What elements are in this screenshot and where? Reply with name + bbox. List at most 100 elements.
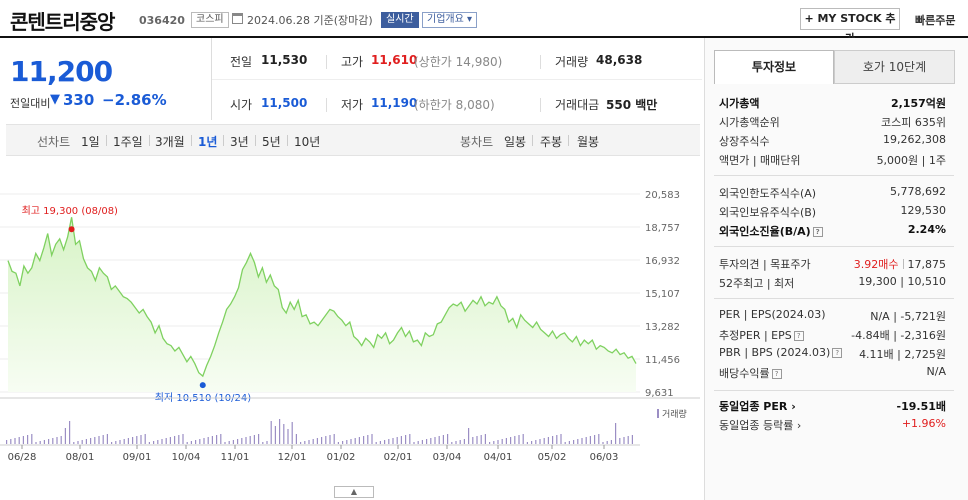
x-tick-label: 08/01 bbox=[66, 452, 95, 463]
amount-label: 거래대금 bbox=[555, 98, 600, 112]
volume-bar bbox=[484, 434, 486, 444]
x-tick-label: 05/02 bbox=[538, 452, 567, 463]
listed-shares-label: 상장주식수 bbox=[719, 135, 770, 148]
volume-bar bbox=[472, 437, 474, 444]
upper-limit: (상한가 14,980) bbox=[414, 55, 503, 69]
volume-bar bbox=[266, 441, 268, 444]
volume-bar bbox=[274, 426, 276, 444]
calendar-icon bbox=[232, 13, 243, 24]
volume-bar bbox=[325, 436, 327, 444]
pbr-bps-label: PBR | BPS (2024.03)? bbox=[719, 346, 843, 359]
candle-daily[interactable]: 일봉 bbox=[504, 135, 527, 149]
volume-bar bbox=[400, 436, 402, 444]
realtime-button[interactable]: 실시간 bbox=[381, 12, 419, 28]
volume-bar bbox=[35, 442, 37, 444]
volume-bar bbox=[300, 442, 302, 444]
base-date: 2024.06.28 기준(장마감) bbox=[247, 14, 373, 27]
prev-close-label: 전일 bbox=[230, 55, 253, 69]
stock-code: 036420 bbox=[139, 14, 185, 27]
invest-info-panel bbox=[704, 38, 968, 500]
volume-bar bbox=[539, 439, 541, 444]
dividend-value: N/A bbox=[926, 365, 946, 378]
help-icon[interactable]: ? bbox=[771, 369, 782, 379]
volume-bar bbox=[342, 441, 344, 444]
add-mystock-button[interactable]: + MY STOCK 추가 bbox=[800, 8, 900, 45]
help-icon[interactable]: ? bbox=[812, 227, 823, 237]
candle-weekly[interactable]: 주봉 bbox=[540, 135, 563, 149]
help-icon[interactable]: ? bbox=[793, 331, 804, 341]
volume-bar bbox=[10, 439, 12, 444]
collapse-chart-button[interactable]: ▲ bbox=[334, 486, 374, 498]
y-tick-label: 18,757 bbox=[645, 223, 680, 234]
volume-bar bbox=[552, 436, 554, 444]
price-chart[interactable]: 최고 19,300 (08/08) 최저 10,510 (10/24) 20,5… bbox=[0, 160, 700, 485]
volume-bar bbox=[501, 439, 503, 444]
est-per-eps-label: 추정PER | EPS? bbox=[719, 327, 804, 343]
x-axis: 06/28 08/01 09/01 10/04 11/01 12/01 01/02 02/01… bbox=[8, 445, 618, 463]
volume-bar bbox=[392, 438, 394, 444]
volume-bar bbox=[329, 435, 331, 444]
high-annotation: 최고 19,300 (08/08) bbox=[22, 205, 118, 217]
x-tick-label: 02/01 bbox=[384, 452, 413, 463]
volume-bar bbox=[98, 436, 100, 444]
period-1w[interactable]: 1주일 bbox=[113, 135, 143, 149]
sector-per-value: -19.51배 bbox=[896, 400, 946, 413]
period-10y[interactable]: 10년 bbox=[294, 135, 321, 149]
volume-bar bbox=[190, 441, 192, 444]
volume-bar bbox=[451, 442, 453, 444]
volume-bar bbox=[568, 441, 570, 444]
volume-bar bbox=[90, 438, 92, 444]
period-1y[interactable]: 1년 bbox=[198, 135, 218, 149]
y-tick-label: 15,107 bbox=[645, 289, 680, 300]
lower-limit: (하한가 8,080) bbox=[414, 98, 495, 112]
high-marker bbox=[68, 226, 75, 233]
volume-bar bbox=[358, 437, 360, 444]
volume-bar bbox=[396, 437, 398, 444]
divider bbox=[714, 175, 954, 176]
volume-bar bbox=[442, 435, 444, 444]
volume-bar bbox=[623, 437, 625, 444]
volume-bar bbox=[136, 436, 138, 444]
y-tick-label: 20,583 bbox=[645, 190, 680, 201]
volume-bar bbox=[426, 439, 428, 444]
sector-per-label[interactable]: 동일업종 PER › bbox=[719, 400, 796, 413]
candle-monthly[interactable]: 월봉 bbox=[577, 135, 600, 149]
sector-change-label[interactable]: 동일업종 등락률 › bbox=[719, 419, 802, 432]
tab-invest-info[interactable]: 투자정보 bbox=[714, 50, 834, 84]
y-tick-label: 13,282 bbox=[645, 322, 680, 333]
x-tick-label: 10/04 bbox=[172, 452, 201, 463]
volume-bar bbox=[18, 437, 20, 444]
volume-bar bbox=[174, 436, 176, 444]
tab-hoga-10[interactable]: 호가 10단계 bbox=[834, 50, 955, 84]
opinion-label: 투자의견 | 목표주가 bbox=[719, 258, 811, 271]
period-5y[interactable]: 5년 bbox=[262, 135, 281, 149]
volume-bar bbox=[203, 438, 205, 444]
volume-bar bbox=[409, 434, 411, 444]
change-value: 330 bbox=[63, 91, 95, 109]
quick-order-link[interactable]: 빠른주문 bbox=[915, 14, 956, 27]
period-3m[interactable]: 3개월 bbox=[155, 135, 185, 149]
per-eps-label: PER | EPS(2024.03) bbox=[719, 308, 826, 321]
open-value: 11,500 bbox=[261, 96, 308, 110]
opinion-value: 3.92매수 17,875 bbox=[853, 258, 946, 271]
volume-bar bbox=[489, 442, 491, 444]
volume-bar bbox=[157, 440, 159, 444]
volume-bar bbox=[535, 440, 537, 444]
quote-row-divider bbox=[212, 79, 702, 80]
face-value-label: 액면가 | 매매단위 bbox=[719, 154, 801, 167]
chart-period-bar bbox=[6, 124, 700, 156]
period-3y[interactable]: 3년 bbox=[230, 135, 249, 149]
volume-bar bbox=[468, 428, 470, 444]
volume-bar bbox=[598, 434, 600, 444]
volume-bar bbox=[102, 435, 104, 444]
volume-bar bbox=[232, 440, 234, 444]
volume-bar bbox=[216, 435, 218, 444]
company-overview-dropdown[interactable]: 기업개요 ▾ bbox=[422, 12, 477, 28]
est-per-eps-value: -4.84배 | -2,316원 bbox=[851, 329, 946, 342]
period-1d[interactable]: 1일 bbox=[81, 135, 100, 149]
divider bbox=[287, 135, 288, 146]
volume-bar bbox=[543, 438, 545, 444]
volume-bar bbox=[350, 439, 352, 444]
volume-bar bbox=[606, 441, 608, 444]
help-icon[interactable]: ? bbox=[832, 348, 843, 358]
